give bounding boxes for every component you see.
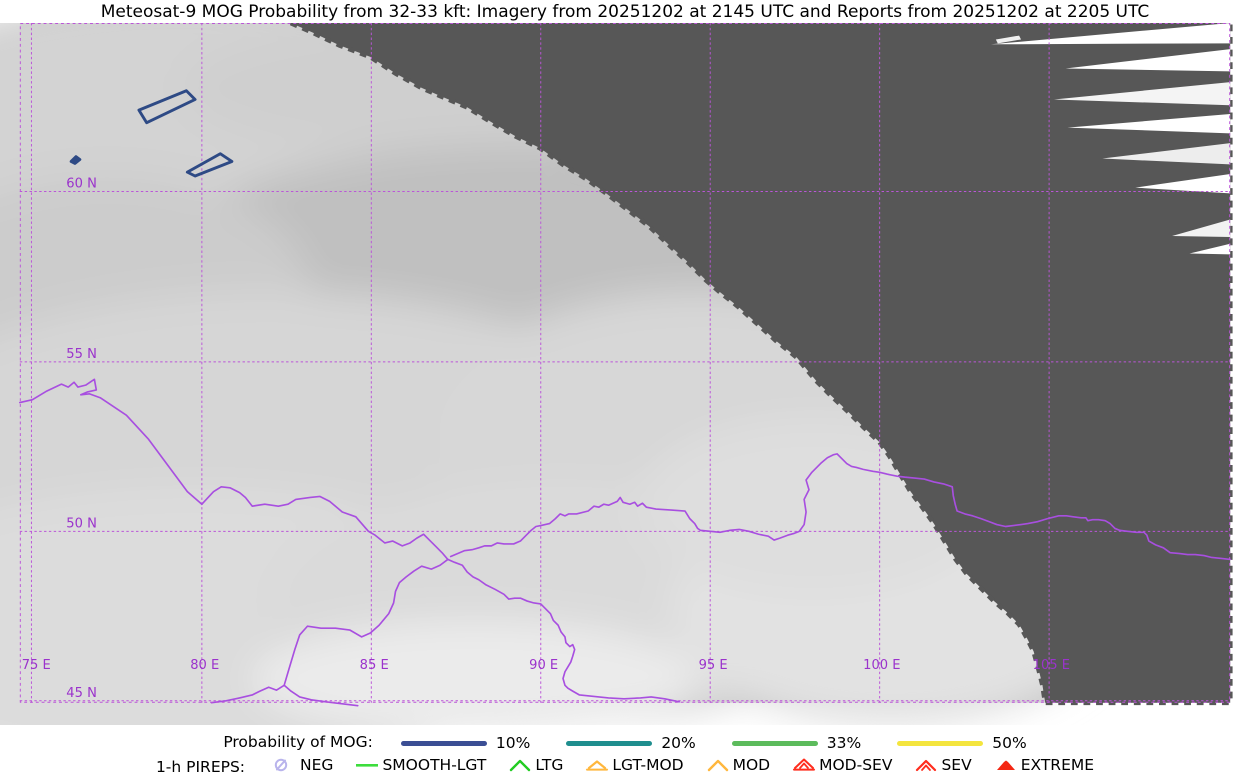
- mog-contour: [137, 89, 197, 125]
- pirep-caret-icon: [707, 759, 728, 772]
- pirep-caret-base-icon: [586, 760, 609, 771]
- pirep-legend-item: LGT-MOD: [585, 756, 684, 774]
- mog-10pct-contours: [69, 89, 234, 178]
- lon-label: 85 E: [360, 658, 389, 673]
- lon-label: 95 E: [699, 658, 728, 673]
- mog-line-swatch: [400, 740, 487, 746]
- pirep-line-icon: [356, 764, 379, 767]
- pirep-legend-item: NEG: [273, 756, 333, 774]
- pirep-legend-item: SMOOTH-LGT: [355, 756, 486, 774]
- pirep-item-label: NEG: [300, 756, 334, 774]
- mog-legend-row: Probability of MOG: 10% 20% 33% 50%: [0, 729, 1250, 754]
- lon-label: 90 E: [529, 658, 558, 673]
- mog-item-label: 33%: [826, 734, 862, 753]
- country-borders: [19, 378, 1231, 707]
- map-frame: [19, 23, 1231, 703]
- pirep-legend-item: EXTREME: [994, 756, 1094, 774]
- pirep-neg-icon: [274, 758, 288, 772]
- mog-contour: [185, 152, 234, 178]
- pirep-item-label: SEV: [941, 756, 972, 774]
- pirep-legend-item: SEV: [914, 756, 972, 774]
- mog-line-swatch: [566, 740, 653, 746]
- no-data-region: [289, 20, 1233, 706]
- page-title: Meteosat-9 MOG Probability from 32-33 kf…: [100, 2, 1150, 22]
- latlon-grid-labels: 60 N 55 N 50 N 45 N 75 E 80 E 85 E 90 E 95 E 100 …: [22, 177, 1070, 701]
- pirep-caret-icon: [510, 759, 531, 772]
- legend: Probability of MOG: 10% 20% 33% 50% 1-h PIR…: [0, 729, 1250, 779]
- pirep-item-label: MOD-SEV: [819, 756, 893, 774]
- lat-label: 60 N: [66, 177, 97, 192]
- pirep-legend-item: LTG: [508, 756, 563, 774]
- mog-line-swatch: [731, 740, 818, 746]
- pireps-legend-row: 1-h PIREPS: NEG SMOOTH-LGT LTG LGT-MOD MOD MO…: [0, 754, 1250, 779]
- latlon-grid: [19, 23, 1231, 703]
- pireps-legend-label: 1-h PIREPS:: [155, 757, 246, 776]
- pireps-legend-items: NEG SMOOTH-LGT LTG LGT-MOD MOD MOD-SEV SEV EXTR…: [273, 756, 1094, 777]
- pirep-legend-item: MOD: [706, 756, 771, 774]
- mog-legend-label: Probability of MOG:: [223, 732, 373, 751]
- lon-label: 75 E: [22, 658, 51, 673]
- mog-legend-item: 33%: [731, 734, 862, 753]
- mog-contour: [69, 155, 82, 165]
- mog-legend-item: 10%: [400, 734, 531, 753]
- lat-label: 50 N: [66, 516, 97, 531]
- mog-line-swatch: [897, 740, 984, 746]
- lon-label: 80 E: [190, 658, 219, 673]
- pirep-item-label: MOD: [732, 756, 771, 774]
- lat-label: 55 N: [66, 347, 97, 362]
- pirep-item-label: EXTREME: [1020, 756, 1095, 774]
- pirep-double-caret-icon: [916, 759, 937, 772]
- scan-streak-artifacts: [991, 23, 1231, 255]
- pirep-item-label: SMOOTH-LGT: [382, 756, 487, 774]
- satellite-map-canvas: 60 N 55 N 50 N 45 N 75 E 80 E 85 E 90 E 95 E 100 …: [0, 0, 1233, 776]
- pirep-triangle-icon: [996, 760, 1015, 770]
- mog-item-label: 20%: [661, 734, 696, 753]
- mog-legend-items: 10% 20% 33% 50%: [400, 731, 1027, 753]
- mog-item-label: 10%: [495, 734, 531, 753]
- mog-legend-item: 50%: [897, 734, 1027, 753]
- mog-item-label: 50%: [992, 734, 1027, 753]
- mog-legend-item: 20%: [566, 734, 696, 753]
- lon-label: 105 E: [1033, 658, 1070, 673]
- pirep-item-label: LGT-MOD: [612, 756, 684, 774]
- lon-label: 100 E: [863, 658, 900, 673]
- pirep-legend-item: MOD-SEV: [792, 756, 892, 774]
- lat-label: 45 N: [66, 686, 97, 701]
- pirep-double-caret-base-icon: [793, 758, 816, 771]
- pirep-item-label: LTG: [535, 756, 564, 774]
